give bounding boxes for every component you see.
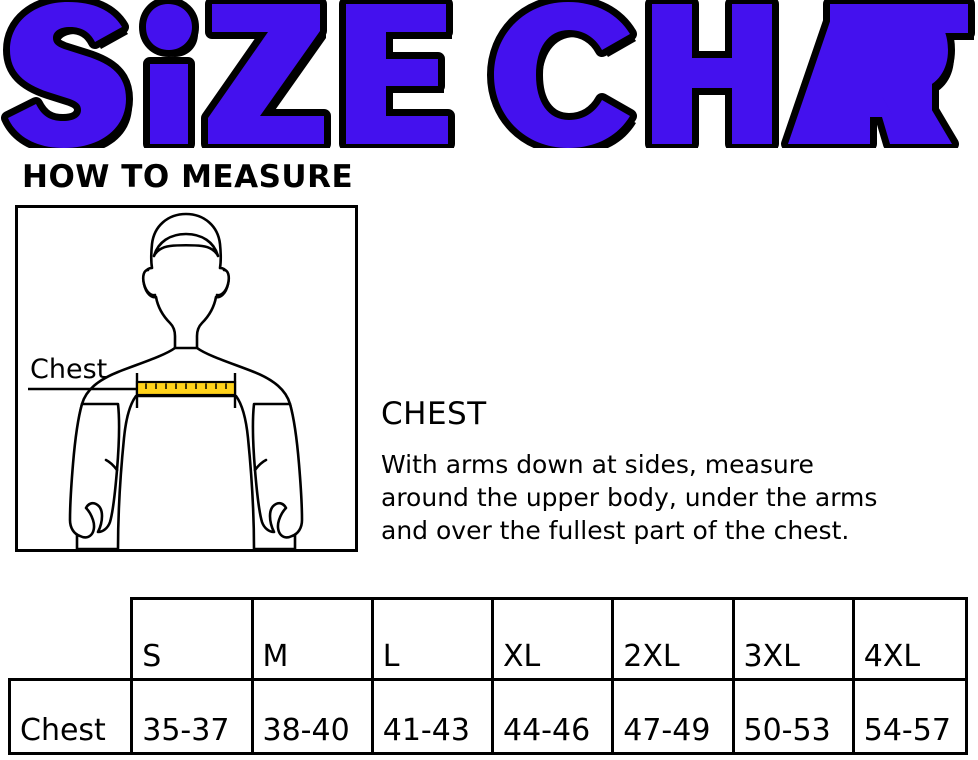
table-cell-chest-xl: 44-46 (490, 678, 615, 755)
table-header-size-4xl: 4XL (851, 597, 969, 681)
size-chart-title-art (0, 0, 978, 148)
table-header-size-s: S (130, 597, 254, 681)
description-line: and over the fullest part of the chest. (381, 516, 850, 545)
page-title (0, 0, 978, 148)
table-header-size-xl: XL (490, 597, 615, 681)
table-row-label-chest: Chest (7, 678, 134, 755)
male-torso-front-view-icon (28, 212, 304, 549)
table-corner-cell (10, 599, 132, 680)
description-line: With arms down at sides, measure (381, 450, 814, 479)
chest-diagram-label: Chest (30, 354, 108, 385)
table-cell-chest-l: 41-43 (370, 678, 495, 755)
size-chart-table-wrapper: S M L XL 2XL 3XL 4XL Chest 35-37 38-40 4… (7, 597, 969, 755)
measurement-diagram-box (15, 205, 358, 552)
table-cell-chest-m: 38-40 (250, 678, 374, 755)
description-line: around the upper body, under the arms (381, 483, 878, 512)
size-chart-table: S M L XL 2XL 3XL 4XL Chest 35-37 38-40 4… (7, 597, 969, 755)
chest-description-block: CHEST With arms down at sides, measure a… (381, 396, 973, 547)
table-cell-chest-4xl: 54-57 (851, 678, 969, 755)
table-cell-chest-2xl: 47-49 (611, 678, 735, 755)
chest-description-title: CHEST (381, 396, 487, 432)
table-header-size-3xl: 3XL (731, 597, 855, 681)
how-to-measure-heading: HOW TO MEASURE (22, 159, 354, 195)
table-header-size-m: M (250, 597, 374, 681)
table-header-size-l: L (370, 597, 495, 681)
table-row: Chest 35-37 38-40 41-43 44-46 47-49 50-5… (7, 678, 969, 755)
measuring-tape-icon (135, 380, 237, 397)
chest-description-text: With arms down at sides, measure around … (381, 448, 973, 547)
table-header-size-2xl: 2XL (611, 597, 735, 681)
table-cell-chest-s: 35-37 (130, 678, 254, 755)
table-cell-chest-3xl: 50-53 (731, 678, 855, 755)
table-header-row: S M L XL 2XL 3XL 4XL (10, 597, 969, 681)
